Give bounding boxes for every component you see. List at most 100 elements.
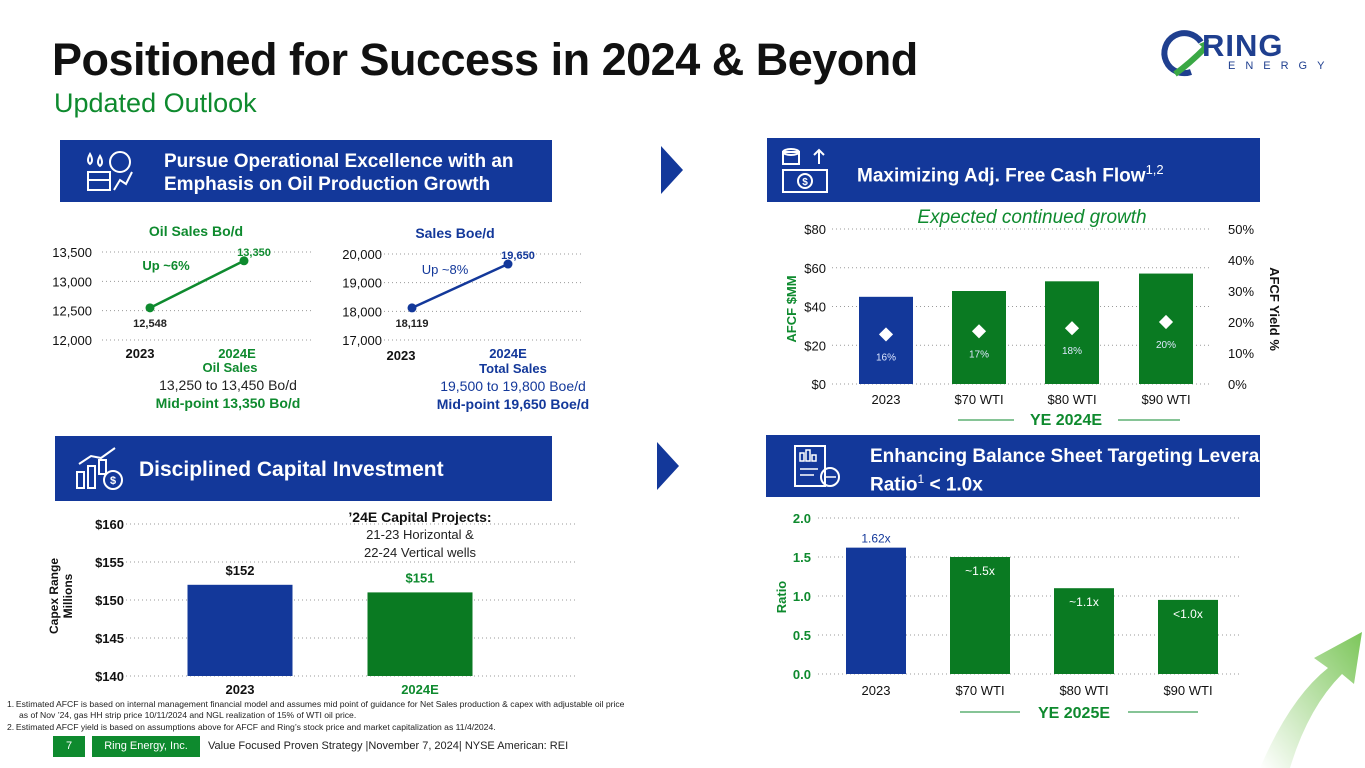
page-title: Positioned for Success in 2024 & Beyond: [52, 34, 918, 85]
x-tick-label: 2023: [862, 683, 891, 698]
y2-tick-label: 40%: [1228, 253, 1254, 268]
balance-banner: Enhancing Balance Sheet Targeting Levera…: [766, 435, 1260, 497]
oil-caption-label: Oil Sales: [203, 360, 258, 375]
leverage-value-label: ~1.5x: [965, 564, 995, 578]
capital-banner: $ Disciplined Capital Investment: [55, 436, 552, 501]
balance-banner-ratio: Ratio: [870, 474, 918, 496]
ops-banner-line2: Emphasis on Oil Production Growth: [164, 174, 491, 195]
x-tick-label: 2023: [872, 392, 901, 407]
capex-value-label: $152: [226, 563, 255, 578]
afcf-banner: $ Maximizing Adj. Free Cash Flow1,2: [767, 138, 1260, 202]
total-caption-label: Total Sales: [479, 361, 547, 376]
y-tick-label: 12,000: [52, 333, 92, 348]
y-tick-label: 13,000: [52, 274, 92, 289]
capex-value-label: $151: [406, 570, 435, 585]
y-tick-label: $0: [812, 377, 826, 392]
afcf-group-label: YE 2024E: [1030, 412, 1102, 429]
leverage-bar: [950, 557, 1010, 674]
y-tick-label: $150: [95, 593, 124, 608]
x-tick-label: $70 WTI: [955, 683, 1004, 698]
balance-banner-line1: Enhancing Balance Sheet Targeting Levera…: [870, 446, 1260, 467]
total-caption-range: 19,500 to 19,800 Boe/d: [440, 378, 586, 394]
svg-text:$: $: [110, 475, 116, 487]
leverage-value-label: ~1.1x: [1069, 595, 1099, 609]
y-tick-label: $145: [95, 631, 124, 646]
afcf-yield-marker: [1158, 314, 1174, 330]
balance-banner-footnote-ref: 1: [917, 472, 925, 486]
afcf-yield-marker: [971, 324, 987, 339]
page-number: 7: [53, 736, 85, 757]
total-sales-chart: Sales Boe/d 20,000 19,000 18,000 17,000 18,…: [342, 225, 589, 412]
afcf-y2label: AFCF Yield %: [1267, 267, 1282, 351]
leverage-value-label: <1.0x: [1173, 607, 1203, 621]
capex-bar: [187, 584, 293, 676]
y-tick-label: 0.5: [793, 628, 811, 643]
oil-caption-range: 13,250 to 13,450 Bo/d: [159, 377, 297, 393]
flow-arrow-icon: [657, 442, 679, 490]
y2-tick-label: 20%: [1228, 315, 1254, 330]
x-tick-label: $90 WTI: [1141, 392, 1190, 407]
leverage-value-label: 1.62x: [861, 532, 890, 546]
total-xlabel-2024e: 2024E: [489, 346, 527, 361]
oil-production-icon: [87, 151, 133, 191]
cash-flow-icon: $: [782, 148, 828, 193]
x-tick-label: 2024E: [401, 682, 439, 697]
oil-chart-title: Oil Sales Bo/d: [149, 223, 243, 239]
y2-tick-label: 50%: [1228, 222, 1254, 237]
total-value-label-2023: 18,119: [395, 318, 428, 330]
y-tick-label: 0.0: [793, 667, 811, 682]
y-tick-label: 1.5: [793, 550, 811, 565]
capex-annotation-line2: 22-24 Vertical wells: [364, 545, 476, 560]
oil-value-label-2024e: 13,350: [237, 247, 271, 259]
y2-tick-label: 10%: [1228, 346, 1254, 361]
afcf-chart: Expected continued growth $80 $60 $40 $20 $0…: [784, 207, 1282, 429]
x-tick-label: $70 WTI: [954, 392, 1003, 407]
total-point-2023: [407, 303, 417, 313]
logo-wordmark: RING: [1202, 28, 1284, 63]
logo-subword: ENERGY: [1228, 60, 1335, 72]
balance-banner-target: < 1.0x: [924, 474, 983, 496]
afcf-yield-label: 16%: [876, 352, 896, 363]
y-tick-label: 12,500: [52, 304, 92, 319]
total-value-label-2024e: 19,650: [501, 250, 535, 262]
oil-sales-line: [149, 259, 245, 309]
y-tick-label: 2.0: [793, 511, 811, 526]
y-tick-label: $140: [95, 669, 124, 684]
ops-banner-line1: Pursue Operational Excellence with an: [164, 151, 514, 172]
page-subtitle: Updated Outlook: [54, 88, 257, 118]
total-point-2024e: [503, 259, 513, 269]
leverage-bar: [1054, 588, 1114, 674]
y-tick-label: 13,500: [52, 245, 92, 260]
oil-value-label-2023: 12,548: [133, 318, 167, 330]
company-tag: Ring Energy, Inc.: [92, 736, 200, 757]
footnote-2: 2. Estimated AFCF yield is based on assu…: [7, 722, 496, 732]
afcf-ylabel: AFCF $MM: [784, 275, 799, 342]
total-sales-line: [411, 262, 509, 310]
afcf-chart-subtitle: Expected continued growth: [917, 207, 1146, 228]
afcf-yield-label: 18%: [1062, 346, 1082, 357]
y-tick-label: $60: [804, 261, 826, 276]
total-growth-annotation: Up ~8%: [422, 262, 469, 277]
oil-sales-chart: Oil Sales Bo/d 13,50013,00012,50012,000 …: [52, 223, 312, 411]
y-tick-label: 17,000: [342, 333, 382, 348]
x-tick-label: $90 WTI: [1163, 683, 1212, 698]
y-tick-label: 18,000: [342, 304, 382, 319]
capital-banner-title: Disciplined Capital Investment: [139, 458, 444, 481]
total-chart-title: Sales Boe/d: [415, 225, 494, 241]
flow-arrow-icon: [661, 146, 683, 194]
leverage-chart: 2.0 1.5 1.0 0.5 0.0 1.62x ~1.5x ~1.1x <1.0x 202…: [774, 511, 1240, 722]
afcf-yield-label: 17%: [969, 349, 989, 360]
oil-xlabel-2023: 2023: [126, 346, 155, 361]
y-tick-label: 1.0: [793, 589, 811, 604]
y-tick-label: $40: [804, 300, 826, 315]
capex-bar: [367, 592, 473, 676]
leverage-ylabel: Ratio: [774, 581, 789, 614]
footnote-1-cont: as of Nov ’24, gas HH strip price 10/11/…: [19, 710, 357, 720]
footnote-1: 1. Estimated AFCF is based on internal m…: [7, 699, 625, 709]
total-xlabel-2023: 2023: [387, 348, 416, 363]
capex-chart: $160$155$150$145$140 $152$151 2023 2024E …: [47, 509, 576, 697]
total-caption-midpoint: Mid-point 19,650 Boe/d: [437, 396, 589, 412]
leverage-group-label: YE 2025E: [1038, 705, 1110, 722]
oil-xlabel-2024e: 2024E: [218, 346, 256, 361]
y-tick-label: $80: [804, 222, 826, 237]
